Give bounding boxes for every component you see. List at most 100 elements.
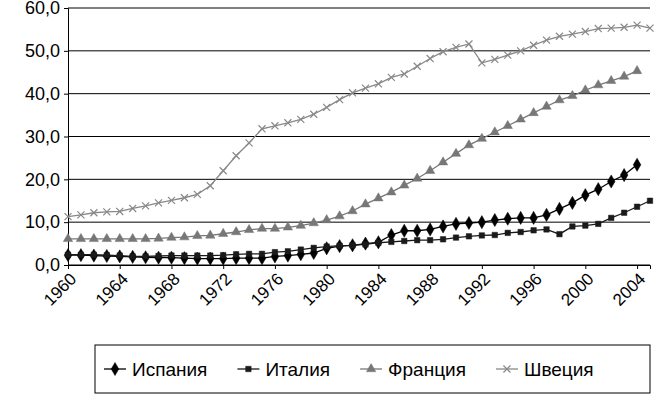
x-tick-mark [120, 265, 121, 269]
point-marker [556, 33, 563, 40]
x-tick: 1980 [299, 265, 339, 310]
chart: 0,010,020,030,040,050,060,01960196419681… [0, 0, 657, 397]
y-tick-label: 40,0 [25, 84, 60, 104]
x-tick: 1988 [402, 265, 442, 310]
grid-line [68, 136, 650, 137]
x-tick-mark [378, 265, 379, 269]
point-marker [258, 252, 266, 265]
point-marker [581, 85, 590, 93]
point-marker [530, 42, 537, 49]
point-marker [348, 206, 357, 214]
y-tick: 20,0 [25, 170, 68, 190]
point-marker [336, 96, 343, 103]
point-marker [543, 208, 551, 221]
series-line [68, 201, 650, 257]
x-tick: 2004 [609, 265, 649, 310]
point-marker [90, 209, 97, 216]
x-tick-mark [534, 265, 535, 269]
x-tick-label: 2000 [557, 269, 597, 309]
point-marker [259, 251, 264, 256]
x-tick-mark [482, 265, 483, 269]
point-marker [361, 199, 370, 207]
point-marker [518, 229, 523, 234]
point-marker [556, 202, 564, 215]
point-marker [181, 252, 189, 265]
point-marker [464, 140, 473, 148]
x-tick-mark [585, 265, 586, 269]
point-marker [207, 182, 214, 189]
legend-label: Швеция [524, 359, 594, 380]
point-marker [220, 252, 225, 257]
point-marker [130, 254, 135, 259]
point-marker [376, 240, 381, 245]
point-marker [425, 165, 434, 173]
point-marker [414, 237, 419, 242]
point-marker [232, 252, 240, 265]
point-marker [440, 48, 447, 55]
series [64, 22, 653, 220]
point-marker [231, 227, 240, 235]
point-marker [387, 187, 396, 195]
point-marker [569, 196, 577, 209]
x-tick: 1996 [506, 265, 546, 310]
point-marker [504, 52, 511, 59]
point-marker [258, 125, 265, 132]
point-marker [220, 167, 227, 174]
point-marker [427, 237, 432, 242]
point-marker [63, 233, 72, 241]
x-tick-mark [275, 265, 276, 269]
x-tick: 1968 [144, 265, 184, 310]
y-tick-mark [64, 137, 68, 138]
point-marker [349, 89, 356, 96]
point-marker [193, 230, 202, 238]
point-marker [129, 250, 137, 263]
point-marker [531, 228, 536, 233]
y-tick-mark [64, 94, 68, 95]
point-marker [413, 173, 422, 181]
y-tick-label: 20,0 [25, 170, 60, 190]
point-marker [90, 249, 98, 262]
point-marker [478, 59, 485, 66]
point-marker [219, 252, 227, 265]
point-marker [102, 233, 111, 241]
point-marker [491, 213, 499, 226]
x-tick-mark [430, 265, 431, 269]
point-marker [246, 251, 251, 256]
point-marker [516, 114, 525, 122]
point-marker [270, 223, 279, 231]
legend-marker [111, 362, 119, 375]
point-marker [169, 253, 174, 258]
point-marker [103, 208, 110, 215]
point-marker [478, 216, 486, 229]
point-marker [335, 211, 344, 219]
point-marker [400, 180, 409, 188]
point-marker [77, 249, 85, 262]
y-tick: 30,0 [25, 127, 68, 147]
point-marker [350, 243, 355, 248]
x-tick: 1984 [350, 265, 390, 310]
legend-entry: Испания [104, 359, 207, 380]
point-marker [208, 253, 213, 258]
point-marker [582, 189, 590, 202]
point-marker [505, 230, 510, 235]
y-tick-label: 60,0 [25, 0, 60, 18]
point-marker [621, 24, 628, 31]
series-line [68, 71, 637, 239]
point-marker [607, 175, 615, 188]
point-marker [529, 108, 538, 116]
point-marker [168, 197, 175, 204]
y-tick-label: 50,0 [25, 41, 60, 61]
legend-entry: Франция [360, 359, 466, 380]
x-tick: 2000 [557, 265, 597, 310]
point-marker [257, 223, 266, 231]
point-marker [155, 251, 163, 264]
point-marker [283, 222, 292, 230]
x-tick-mark [327, 265, 328, 269]
point-marker [91, 252, 96, 257]
point-marker [337, 243, 342, 248]
grid-line [68, 179, 650, 180]
series [63, 66, 641, 242]
point-marker [492, 232, 497, 237]
point-marker [633, 158, 641, 171]
point-marker [583, 223, 588, 228]
